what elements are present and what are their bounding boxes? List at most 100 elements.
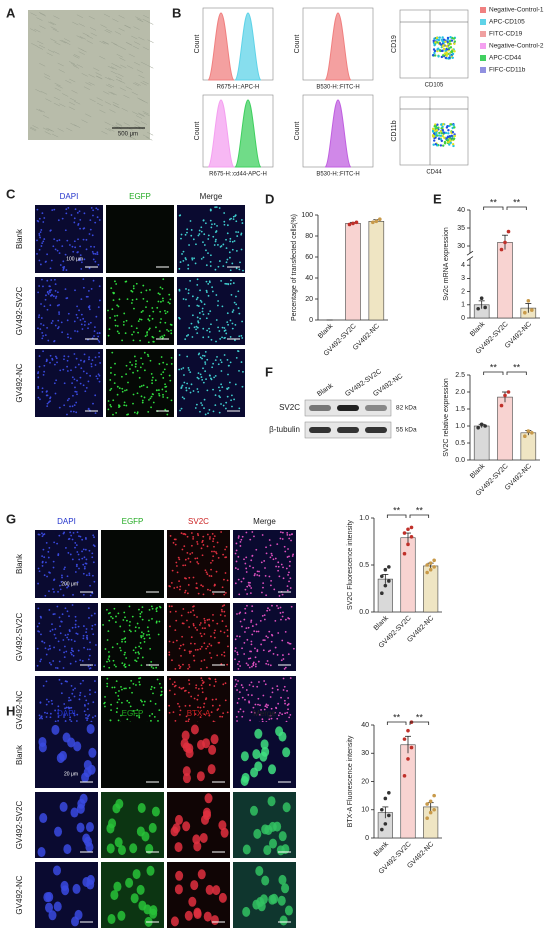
cell-texture (89, 27, 97, 31)
bar (497, 396, 513, 461)
cell (154, 379, 157, 382)
cell-texture (108, 77, 115, 81)
cell (240, 580, 243, 583)
cell-texture (134, 123, 141, 128)
cell (85, 822, 94, 833)
cell (203, 911, 212, 922)
text-label: Negative-Control-1 (489, 7, 544, 14)
cell (244, 607, 247, 610)
cell (226, 232, 229, 235)
event (433, 43, 436, 47)
cell (269, 696, 272, 698)
cell (109, 389, 112, 392)
cell (51, 357, 54, 360)
cell (276, 717, 279, 720)
cell (112, 413, 114, 416)
cell (237, 680, 239, 682)
cell (162, 371, 165, 374)
cell (40, 633, 42, 636)
cell (201, 541, 204, 544)
cell (190, 650, 192, 653)
cell (206, 329, 209, 332)
cell (180, 386, 183, 389)
cell (235, 542, 238, 545)
data-point (374, 219, 379, 224)
cell (93, 245, 96, 248)
cell (205, 571, 208, 574)
cell (211, 698, 214, 701)
cell (185, 335, 188, 337)
cell (199, 410, 201, 413)
cell (142, 297, 145, 300)
cell (171, 659, 173, 662)
cell (223, 223, 226, 226)
cell (182, 259, 185, 262)
cell (140, 385, 143, 387)
cell-texture (68, 101, 76, 106)
cell (46, 279, 49, 282)
cell (153, 715, 156, 718)
cell (207, 588, 209, 591)
cell (132, 371, 134, 374)
cell (97, 339, 100, 342)
cell-texture (50, 38, 57, 42)
cell (209, 377, 212, 380)
cell (210, 734, 219, 745)
cell (46, 291, 49, 294)
cell-texture (108, 128, 115, 132)
cell (213, 685, 216, 687)
y-tick-label: 40 (305, 275, 313, 282)
cell (229, 282, 232, 285)
cell (36, 208, 39, 211)
cell (174, 543, 177, 546)
cell (195, 298, 198, 301)
cell (89, 584, 91, 587)
cell (201, 679, 204, 682)
data-point (402, 531, 407, 535)
cell (54, 248, 57, 251)
cell (118, 698, 120, 701)
cell (151, 307, 154, 309)
cell (91, 592, 93, 594)
cell (179, 709, 182, 712)
cell (190, 695, 193, 698)
event (448, 54, 452, 57)
cell (136, 884, 145, 895)
cell (258, 574, 261, 577)
cell (46, 253, 49, 256)
cell (128, 624, 131, 627)
cell (78, 309, 80, 312)
cell (72, 410, 75, 413)
cell (212, 555, 215, 558)
cell (287, 641, 289, 644)
cell (184, 338, 187, 341)
cell (116, 701, 119, 704)
cell (168, 711, 171, 714)
cell (212, 720, 215, 723)
cell (187, 289, 190, 291)
cell (67, 312, 70, 315)
text-label: β-tubulin (269, 425, 300, 434)
rotated-label: Percentage of transfected cells(%) (291, 214, 298, 321)
cell (179, 409, 181, 412)
cell (119, 625, 122, 628)
cell (174, 719, 177, 722)
cell (54, 290, 57, 292)
text-label: H (6, 703, 15, 718)
cell (116, 707, 119, 710)
cell (87, 715, 90, 718)
cell (203, 659, 206, 661)
cell-texture (124, 24, 132, 29)
event (441, 36, 444, 39)
cell-texture (106, 28, 113, 33)
cell (150, 406, 152, 409)
cell (79, 227, 81, 230)
cell (219, 630, 222, 633)
cell-texture (82, 32, 89, 37)
cell (204, 698, 207, 701)
cell (223, 604, 226, 607)
cell (83, 567, 86, 570)
cell (45, 541, 48, 544)
cell (191, 551, 194, 554)
cell (66, 575, 69, 578)
